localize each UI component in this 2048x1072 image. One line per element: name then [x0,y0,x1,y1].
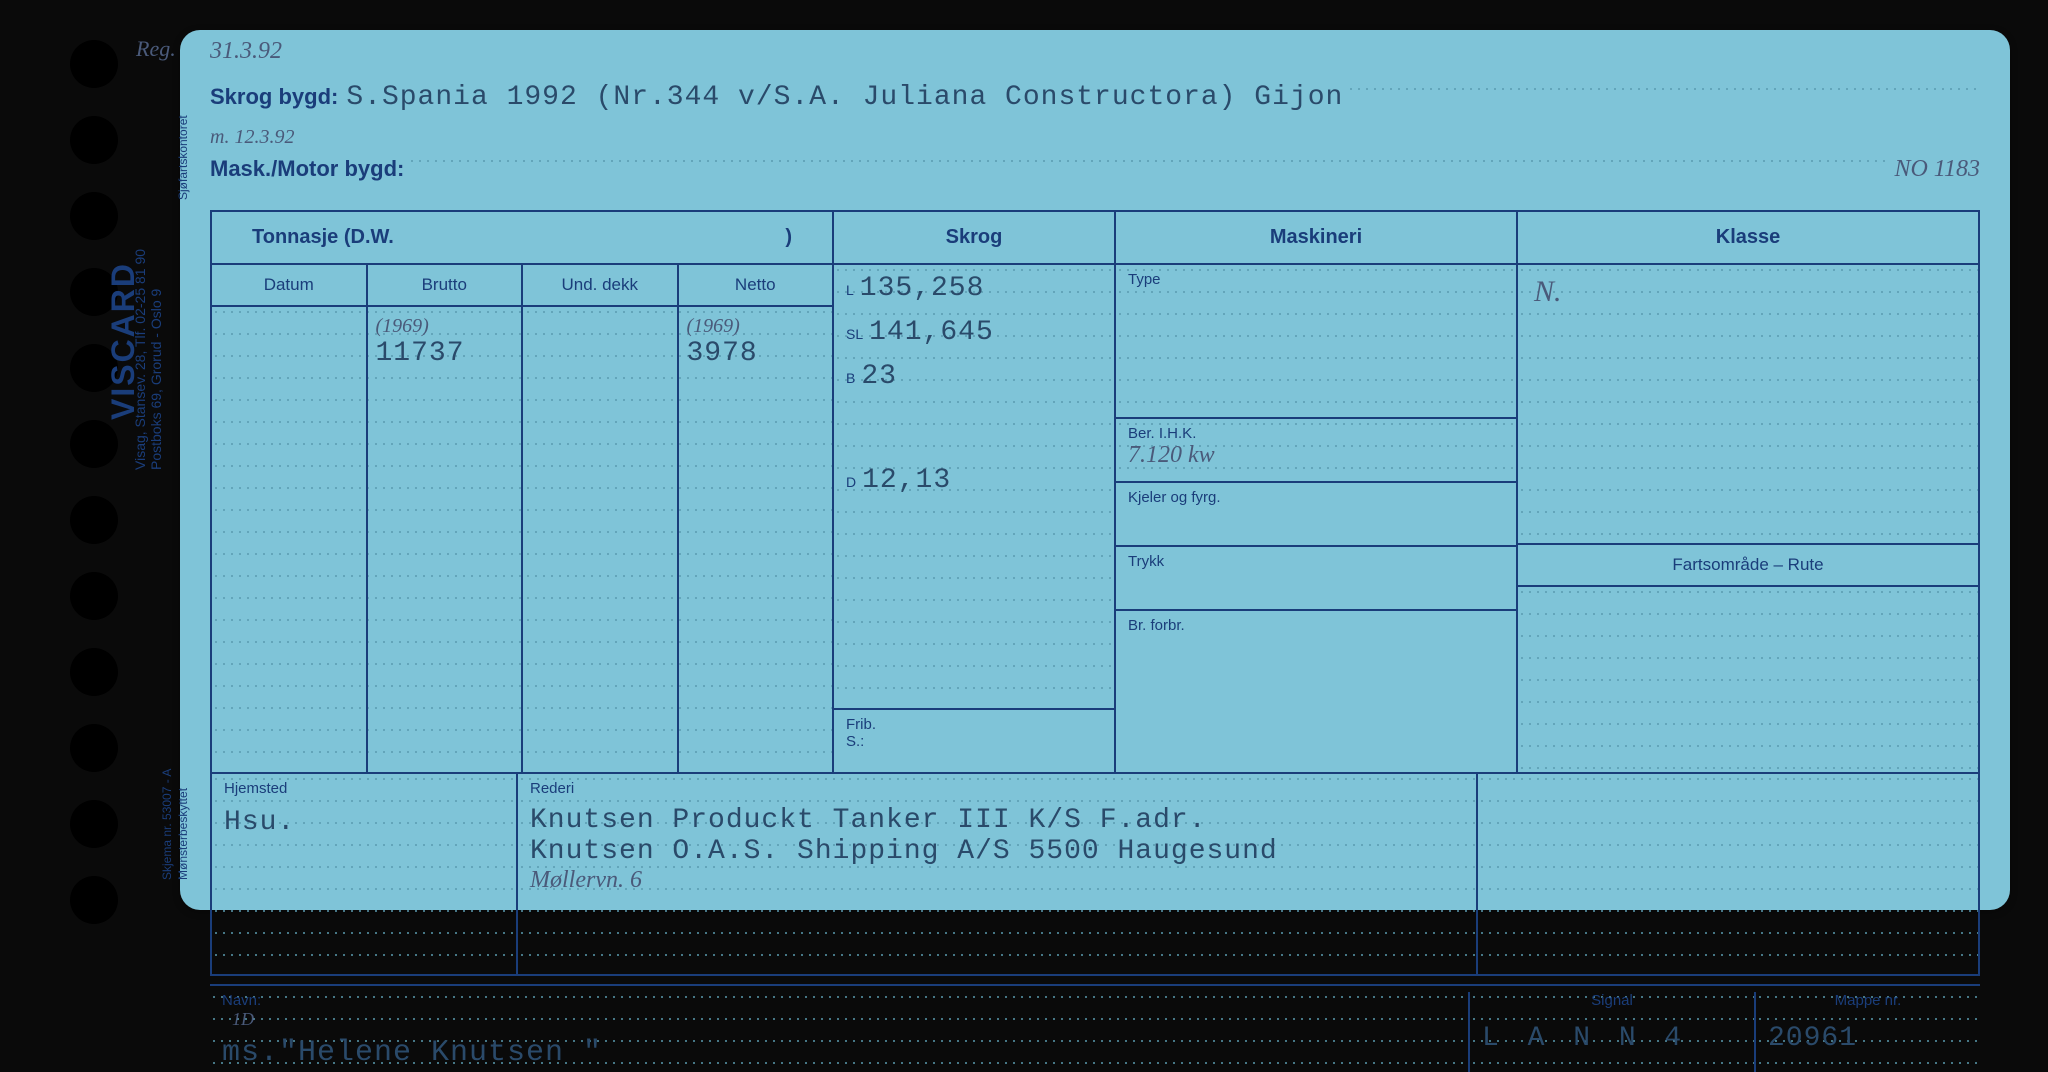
rederi-label: Rederi [530,780,1464,797]
punch-holes [70,40,118,924]
l-value: 135,258 [860,273,985,304]
header-section: 31.3.92 Skrog bygd: S.Spania 1992 (Nr.34… [180,30,2010,202]
kjeler-label: Kjeler og fyrg. [1128,489,1504,506]
index-card: Reg. 31.3.92 Skrog bygd: S.Spania 1992 (… [180,30,2010,910]
klasse-value: N. [1534,275,1562,308]
unddekk-header: Und. dekk [523,265,679,305]
s-label: S.: [846,733,1102,750]
m-date: m. 12.3.92 [210,126,294,149]
frib-label: Frib. [846,716,1102,733]
rederi-cell: Rederi Knutsen Produckt Tanker III K/S F… [518,774,1478,974]
rederi-right [1478,774,1978,974]
signal-label: Signal [1482,992,1742,1009]
navn-value: ms."Helene Knutsen " [222,1036,1456,1070]
br-label: Br. forbr. [1128,617,1504,634]
netto-cell: (1969) 3978 [679,307,833,772]
tonnasje-close: ) [785,226,832,249]
netto-header: Netto [679,265,833,305]
col-tonnasje: Tonnasje (D.W. ) Datum Brutto Und. dekk … [212,212,834,772]
trykk-label: Trykk [1128,553,1504,570]
unddekk-cell [523,307,679,772]
tonnasje-header: Tonnasje (D.W. [252,226,394,249]
rute-label: Fartsområde – Rute [1518,545,1978,587]
hjemsted-cell: Hjemsted Hsu. [212,774,518,974]
skrog-bygd-label: Skrog bygd: [210,84,338,110]
netto-value: 3978 [687,338,825,369]
brutto-header: Brutto [368,265,524,305]
mappe-value: 20961 [1768,1023,1968,1054]
sl-value: 141,645 [869,317,994,348]
ihk-label: Ber. I.H.K. [1128,425,1504,442]
ihk-value: 7.120 kw [1128,442,1504,469]
l-label: L [846,282,854,298]
hjemsted-value: Hsu. [224,807,504,838]
skrog-bygd-value: S.Spania 1992 (Nr.344 v/S.A. Juliana Con… [346,82,1343,113]
klasse-header: Klasse [1518,212,1978,265]
brutto-value: 11737 [376,338,514,369]
no-ref: NO 1183 [1894,156,1980,183]
mask-bygd-label: Mask./Motor bygd: [210,156,404,182]
mask-header: Maskineri [1116,212,1516,265]
rederi-line3: Møllervn. 6 [530,867,1464,894]
hjemsted-label: Hjemsted [224,780,504,797]
skrog-header: Skrog [834,212,1114,265]
navn-label: Navn: [222,992,1456,1009]
reg-label: Reg. [136,36,176,62]
col-maskineri: Maskineri Type Ber. I.H.K. 7.120 kw Kjel… [1116,212,1518,772]
bottom-section: Hjemsted Hsu. Rederi Knutsen Produckt Ta… [210,774,1980,976]
d-label: D [846,474,856,490]
b-label: B [846,370,855,386]
sidebar-address2: Postboks 69, Grorud - Oslo 9 [148,289,164,470]
office-label: Sjøfartskontoret [176,115,190,200]
main-grid: Tonnasje (D.W. ) Datum Brutto Und. dekk … [210,210,1980,774]
form-number: Skjema nr. 53007 - A [160,769,174,880]
signal-value: L A N N 4 [1482,1023,1742,1054]
brutto-cell: (1969) 11737 [368,307,524,772]
frib-box: Frib. S.: [834,708,1114,772]
reg-date: 31.3.92 [210,38,282,65]
mappe-label: Mappe nr. [1768,992,1968,1009]
col-skrog: Skrog L 135,258 SL 141,645 B 23 D 12,13 Frib… [834,212,1116,772]
datum-header: Datum [212,265,368,305]
navn-note: 1D [232,1009,254,1029]
col-klasse: Klasse N. Fartsområde – Rute [1518,212,1978,772]
netto-note: (1969) [687,315,825,338]
sidebar-address1: Visag, Stansev. 28, Tlf. 02-25 81 90 [132,249,148,470]
d-value: 12,13 [862,465,951,496]
b-value: 23 [861,361,897,392]
protected-label: Mønsterbeskyttet [176,788,190,880]
footer: Navn: 1D ms."Helene Knutsen " Signal L A… [210,984,1980,1072]
brutto-note: (1969) [376,315,514,338]
datum-cell [212,307,368,772]
sl-label: SL [846,326,863,342]
rederi-line2: Knutsen O.A.S. Shipping A/S 5500 Haugesu… [530,836,1464,867]
rederi-line1: Knutsen Produckt Tanker III K/S F.adr. [530,805,1464,836]
type-label: Type [1128,271,1504,288]
